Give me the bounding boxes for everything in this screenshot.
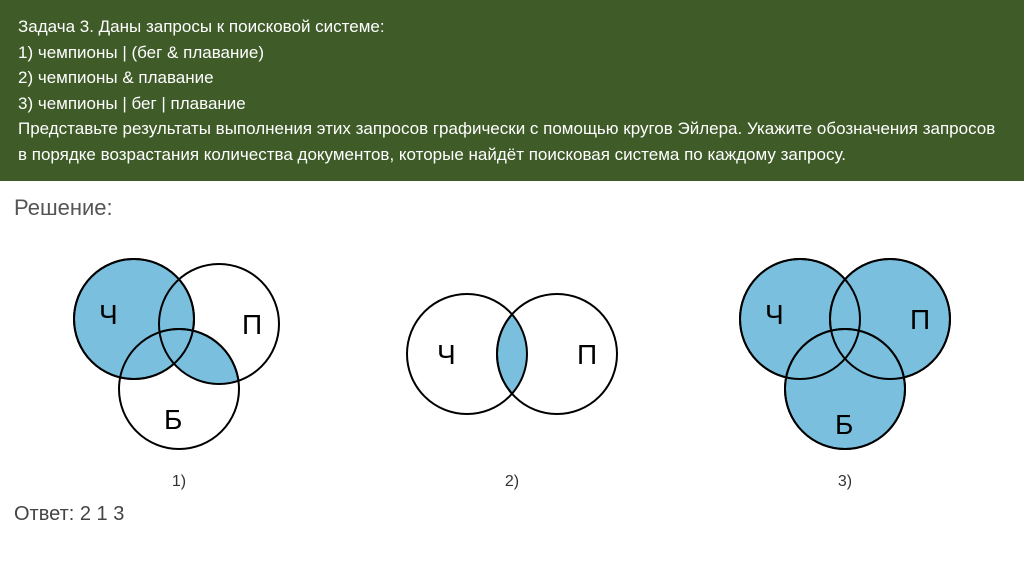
answer-text: Ответ: 2 1 3: [0, 497, 1024, 526]
task-title: Задача 3. Даны запросы к поисковой систе…: [18, 14, 1006, 40]
label-p-3: П: [910, 304, 930, 335]
label-b: Б: [164, 404, 182, 435]
venn-diagram-2: Ч П: [382, 269, 642, 469]
diagram-2: Ч П 2): [382, 269, 642, 491]
solution-label: Решение:: [0, 181, 1024, 221]
diagrams-row: Ч П Б 1) Ч П 2): [0, 221, 1024, 497]
diagram-1-caption: 1): [172, 473, 186, 491]
query-item-2: 2) чемпионы & плавание: [18, 65, 1006, 91]
venn-diagram-1: Ч П Б: [44, 239, 314, 469]
label-ch-3: Ч: [765, 299, 784, 330]
venn-diagram-3: Ч П Б: [710, 239, 980, 469]
diagram-3: Ч П Б 3): [710, 239, 980, 491]
diagram-2-caption: 2): [505, 473, 519, 491]
label-b-3: Б: [835, 409, 853, 440]
task-title-rest: . Даны запросы к поисковой системе:: [89, 17, 384, 36]
query-item-1: 1) чемпионы | (бег & плавание): [18, 40, 1006, 66]
label-ch: Ч: [99, 299, 118, 330]
diagram-3-caption: 3): [838, 473, 852, 491]
label-p: П: [242, 309, 262, 340]
label-ch-2: Ч: [437, 339, 456, 370]
query-item-3: 3) чемпионы | бег | плавание: [18, 91, 1006, 117]
diagram-1: Ч П Б 1): [44, 239, 314, 491]
task-header: Задача 3. Даны запросы к поисковой систе…: [0, 0, 1024, 181]
task-instruction: Представьте результаты выполнения этих з…: [18, 116, 1006, 167]
task-number: Задача 3: [18, 17, 89, 36]
label-p-2: П: [577, 339, 597, 370]
